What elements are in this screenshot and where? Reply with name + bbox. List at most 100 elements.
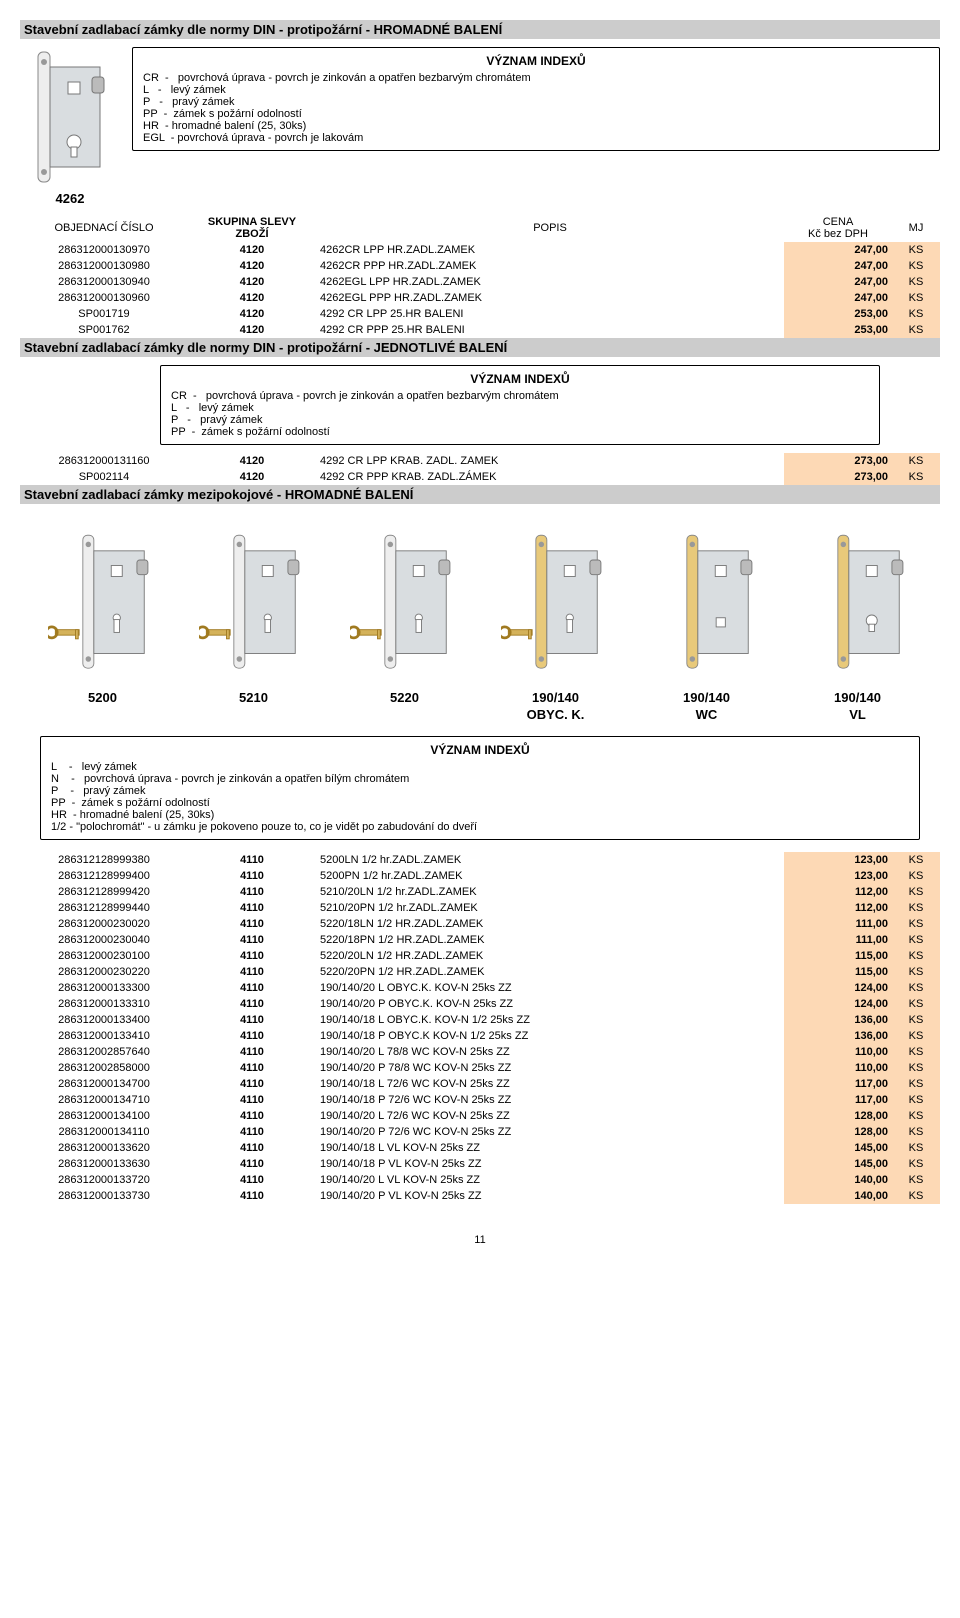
cell-sku: 4110 (188, 932, 316, 948)
cell-sku: 4120 (188, 306, 316, 322)
cell-cena: 136,00 (784, 1012, 892, 1028)
cell-cena: 111,00 (784, 932, 892, 948)
cell-mj: KS (892, 1156, 940, 1172)
cell-pop: 190/140/20 L 72/6 WC KOV-N 25ks ZZ (316, 1108, 784, 1124)
cell-obj: 286312128999420 (20, 884, 188, 900)
table-row: 2863120001336304110190/140/18 P VL KOV-N… (20, 1156, 940, 1172)
cell-obj: 286312000130980 (20, 258, 188, 274)
cell-cena: 273,00 (784, 453, 892, 469)
def3-pp: PP - zámek s požární odolností (51, 797, 909, 809)
cell-pop: 190/140/18 L 72/6 WC KOV-N 25ks ZZ (316, 1076, 784, 1092)
cell-cena: 111,00 (784, 916, 892, 932)
cell-cena: 273,00 (784, 469, 892, 485)
cell-sku: 4120 (188, 274, 316, 290)
table-row: 28631200013097041204262CR LPP HR.ZADL.ZA… (20, 242, 940, 258)
cell-pop: 4262EGL LPP HR.ZADL.ZAMEK (316, 274, 784, 290)
cell-mj: KS (892, 1188, 940, 1204)
cell-sku: 4110 (188, 980, 316, 996)
cell-pop: 5220/20LN 1/2 HR.ZADL.ZAMEK (316, 948, 784, 964)
table-row: 2863120001333104110190/140/20 P OBYC.K. … (20, 996, 940, 1012)
cell-sku: 4110 (188, 884, 316, 900)
cell-cena: 115,00 (784, 964, 892, 980)
page-number: 11 (20, 1234, 940, 1246)
section2-title: Stavební zadlabací zámky dle normy DIN -… (20, 338, 940, 357)
cell-mj: KS (892, 964, 940, 980)
table-row: 28631200013096041204262EGL PPP HR.ZADL.Z… (20, 290, 940, 306)
cell-obj: 286312000133300 (20, 980, 188, 996)
table-row: 28631200013098041204262CR PPP HR.ZADL.ZA… (20, 258, 940, 274)
cell-sku: 4110 (188, 1140, 316, 1156)
cell-mj: KS (892, 290, 940, 306)
lock-icon (501, 524, 611, 684)
cell-pop: 190/140/20 P 72/6 WC KOV-N 25ks ZZ (316, 1124, 784, 1140)
cell-sku: 4120 (188, 469, 316, 485)
hdr-cena: CENA Kč bez DPH (784, 214, 892, 242)
cell-mj: KS (892, 258, 940, 274)
gallery-label: 190/140 OBYC. K. (483, 690, 628, 724)
cell-obj: SP002114 (20, 469, 188, 485)
table-row: 28631200023010041105220/20LN 1/2 HR.ZADL… (20, 948, 940, 964)
cell-mj: KS (892, 916, 940, 932)
cell-obj: 286312000133310 (20, 996, 188, 1012)
cell-mj: KS (892, 1124, 940, 1140)
cell-cena: 112,00 (784, 900, 892, 916)
table-row: 2863120028576404110190/140/20 L 78/8 WC … (20, 1044, 940, 1060)
cell-pop: 4262CR LPP HR.ZADL.ZAMEK (316, 242, 784, 258)
gallery-label: 5210 (181, 690, 326, 707)
section1-region: 4262 VÝZNAM INDEXŮ CR - povrchová úprava… (20, 39, 940, 214)
gallery-item: 190/140 WC (634, 524, 779, 724)
cell-obj: SP001719 (20, 306, 188, 322)
table1: OBJEDNACÍ ČÍSLO SKUPINA SLEVY ZBOŽÍ POPI… (20, 214, 940, 338)
cell-sku: 4120 (188, 258, 316, 274)
cell-mj: KS (892, 900, 940, 916)
cell-sku: 4120 (188, 453, 316, 469)
gallery-item: 190/140 VL (785, 524, 930, 724)
def1-cr: CR - povrchová úprava - povrch je zinkov… (143, 72, 929, 84)
gallery-label: 5220 (332, 690, 477, 707)
gallery-label: 5200 (30, 690, 175, 707)
table-row: SP00211441204292 CR PPP KRAB. ZADL.ZÁMEK… (20, 469, 940, 485)
table-row: 28631212899940041105200PN 1/2 hr.ZADL.ZA… (20, 868, 940, 884)
table-row: 2863120001333004110190/140/20 L OBYC.K. … (20, 980, 940, 996)
gallery-item: 5200 (30, 524, 175, 724)
cell-mj: KS (892, 1012, 940, 1028)
table2: 28631200013116041204292 CR LPP KRAB. ZAD… (20, 453, 940, 485)
cell-cena: 136,00 (784, 1028, 892, 1044)
cell-mj: KS (892, 868, 940, 884)
cell-pop: 190/140/20 P OBYC.K. KOV-N 25ks ZZ (316, 996, 784, 1012)
table-row: 28631200013116041204292 CR LPP KRAB. ZAD… (20, 453, 940, 469)
table-row: 2863120001341004110190/140/20 L 72/6 WC … (20, 1108, 940, 1124)
cell-pop: 4292 CR PPP KRAB. ZADL.ZÁMEK (316, 469, 784, 485)
cell-sku: 4110 (188, 900, 316, 916)
def2-cr: CR - povrchová úprava - povrch je zinkov… (171, 390, 869, 402)
table-row: 28631200013094041204262EGL LPP HR.ZADL.Z… (20, 274, 940, 290)
cell-pop: 190/140/20 P VL KOV-N 25ks ZZ (316, 1188, 784, 1204)
cell-sku: 4110 (188, 1156, 316, 1172)
cell-obj: 286312000230220 (20, 964, 188, 980)
cell-cena: 123,00 (784, 852, 892, 868)
cell-cena: 123,00 (784, 868, 892, 884)
cell-sku: 4110 (188, 1092, 316, 1108)
cell-obj: 286312128999380 (20, 852, 188, 868)
cell-cena: 247,00 (784, 258, 892, 274)
cell-pop: 4292 CR LPP 25.HR BALENI (316, 306, 784, 322)
gallery-item: 190/140 OBYC. K. (483, 524, 628, 724)
cell-pop: 5220/18PN 1/2 HR.ZADL.ZAMEK (316, 932, 784, 948)
cell-obj: 286312000134100 (20, 1108, 188, 1124)
table-row: 2863120001347104110190/140/18 P 72/6 WC … (20, 1092, 940, 1108)
cell-mj: KS (892, 453, 940, 469)
cell-cena: 115,00 (784, 948, 892, 964)
def3-l: L - levý zámek (51, 761, 909, 773)
cell-sku: 4110 (188, 1012, 316, 1028)
cell-cena: 140,00 (784, 1188, 892, 1204)
def3-n: N - povrchová úprava - povrch je zinková… (51, 773, 909, 785)
cell-pop: 5210/20LN 1/2 hr.ZADL.ZAMEK (316, 884, 784, 900)
cell-sku: 4110 (188, 868, 316, 884)
table-row: 28631212899942041105210/20LN 1/2 hr.ZADL… (20, 884, 940, 900)
defs1-box: VÝZNAM INDEXŮ CR - povrchová úprava - po… (132, 47, 940, 151)
lock-icon (350, 524, 460, 684)
cell-obj: 286312000133730 (20, 1188, 188, 1204)
cell-sku: 4110 (188, 1028, 316, 1044)
cell-obj: 286312000230040 (20, 932, 188, 948)
cell-obj: 286312000130940 (20, 274, 188, 290)
